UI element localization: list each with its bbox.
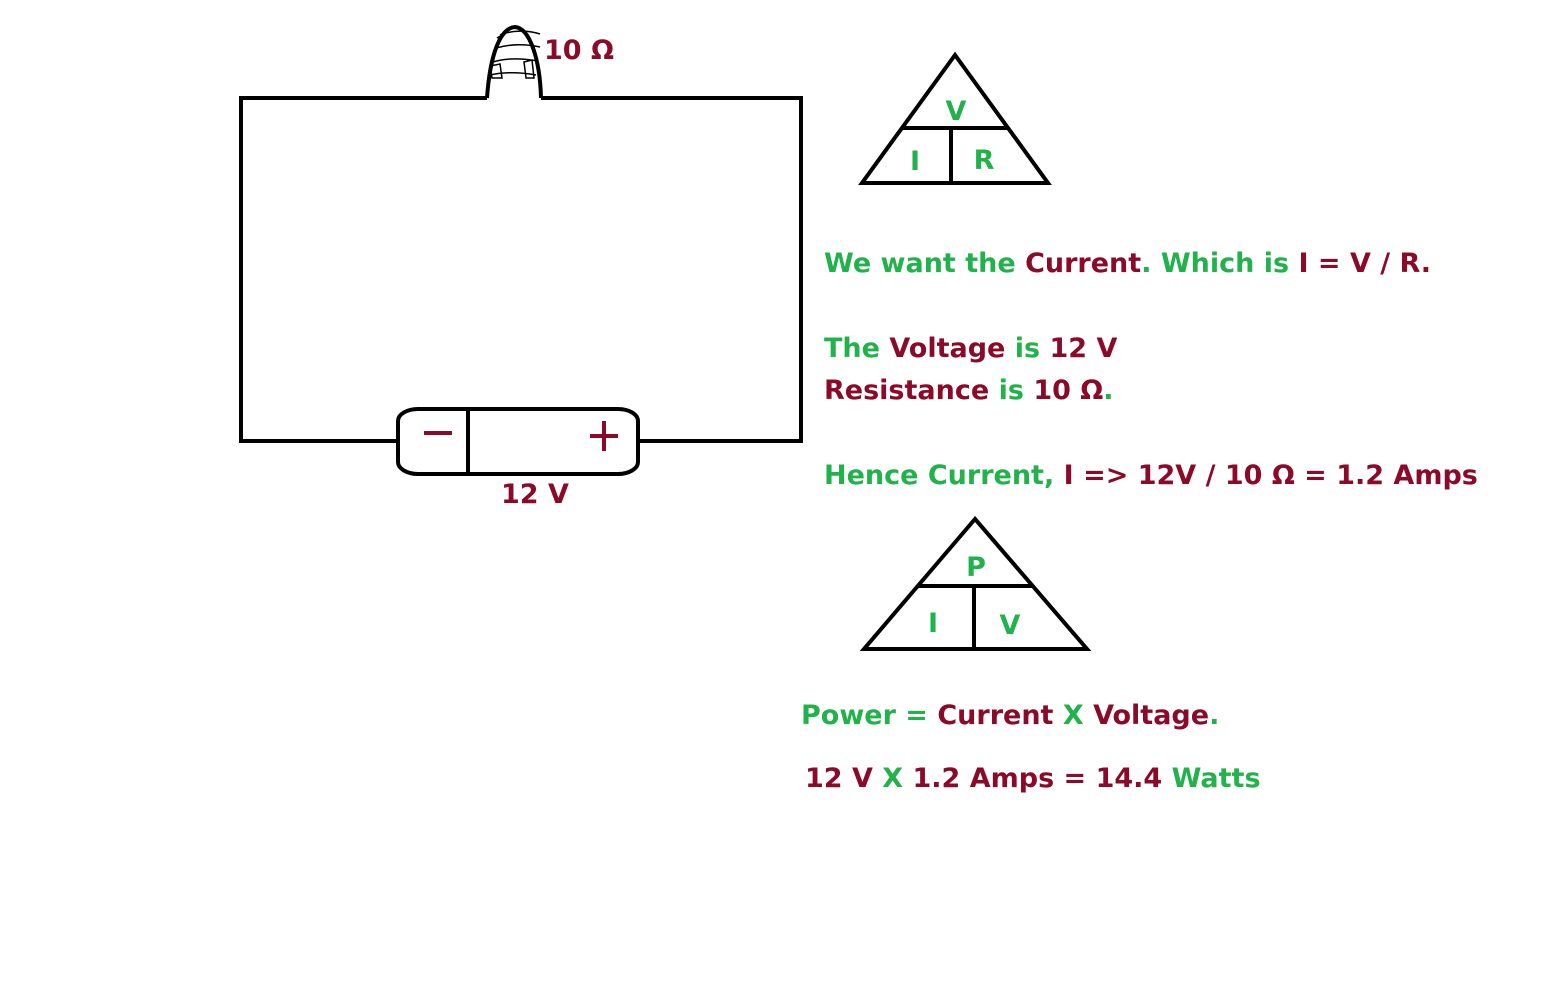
- circuit-wire-top-right: [541, 96, 803, 443]
- resistor-arch: [485, 24, 543, 99]
- explanation-line-power-result: 12 V X 1.2 Amps = 14.4 Watts: [805, 763, 1261, 794]
- text-segment: X: [1062, 700, 1094, 731]
- triangle-piv: [859, 515, 1092, 651]
- text-segment: .: [1103, 375, 1114, 406]
- text-segment: is: [998, 375, 1034, 406]
- text-segment: We want the: [824, 248, 1026, 279]
- text-segment: .: [1209, 700, 1220, 731]
- explanation-line-power-formula: Power = Current X Voltage.: [801, 700, 1219, 731]
- text-segment: Current: [937, 700, 1063, 731]
- text-segment: 1.2 Amps = 14.4: [912, 763, 1172, 794]
- battery-body: [396, 407, 640, 476]
- triangle-vir-bottom-left: I: [910, 146, 920, 177]
- text-segment: The: [824, 333, 890, 364]
- text-segment: Resistance: [824, 375, 999, 406]
- triangle-piv-bottom-left: I: [928, 608, 938, 639]
- explanation-line-voltage: The Voltage is 12 V: [824, 333, 1117, 364]
- battery-plus-icon: [590, 421, 618, 451]
- battery-label: 12 V: [501, 479, 569, 510]
- text-segment: Watts: [1171, 763, 1261, 794]
- explanation-line-current-formula: We want the Current. Which is I = V / R.: [824, 248, 1431, 279]
- triangle-vir-bottom-right: R: [974, 145, 995, 176]
- circuit: [239, 96, 803, 443]
- triangle-piv-bottom-right: V: [1000, 610, 1021, 641]
- triangle-vir: [858, 51, 1052, 185]
- text-segment: Current: [1025, 248, 1142, 279]
- text-segment: I = V / R.: [1298, 248, 1432, 279]
- triangle-vir-outline: [858, 51, 1052, 185]
- explanation-line-current-result: Hence Current, I => 12V / 10 Ω = 1.2 Amp…: [824, 460, 1478, 491]
- text-segment: Voltage: [889, 333, 1015, 364]
- battery: [396, 407, 640, 476]
- text-segment: . Which is: [1141, 248, 1299, 279]
- text-segment: Voltage: [1093, 700, 1210, 731]
- resistor: [485, 24, 543, 99]
- text-segment: 12 V: [1049, 333, 1118, 364]
- text-segment: 10 Ω: [1033, 375, 1104, 406]
- triangle-piv-top: P: [966, 552, 986, 583]
- text-segment: 12 V: [805, 763, 883, 794]
- resistor-label: 10 Ω: [544, 35, 614, 66]
- resistor-coil: [489, 30, 541, 79]
- text-segment: X: [882, 763, 913, 794]
- explanation-line-resistance: Resistance is 10 Ω.: [824, 375, 1114, 406]
- triangle-vir-top: V: [946, 96, 967, 127]
- text-segment: Power =: [801, 700, 938, 731]
- text-segment: is: [1014, 333, 1050, 364]
- circuit-wire-top-left: [239, 96, 487, 443]
- text-segment: I => 12V / 10 Ω = 1.2 Amps: [1063, 460, 1478, 491]
- text-segment: Hence Current,: [824, 460, 1064, 491]
